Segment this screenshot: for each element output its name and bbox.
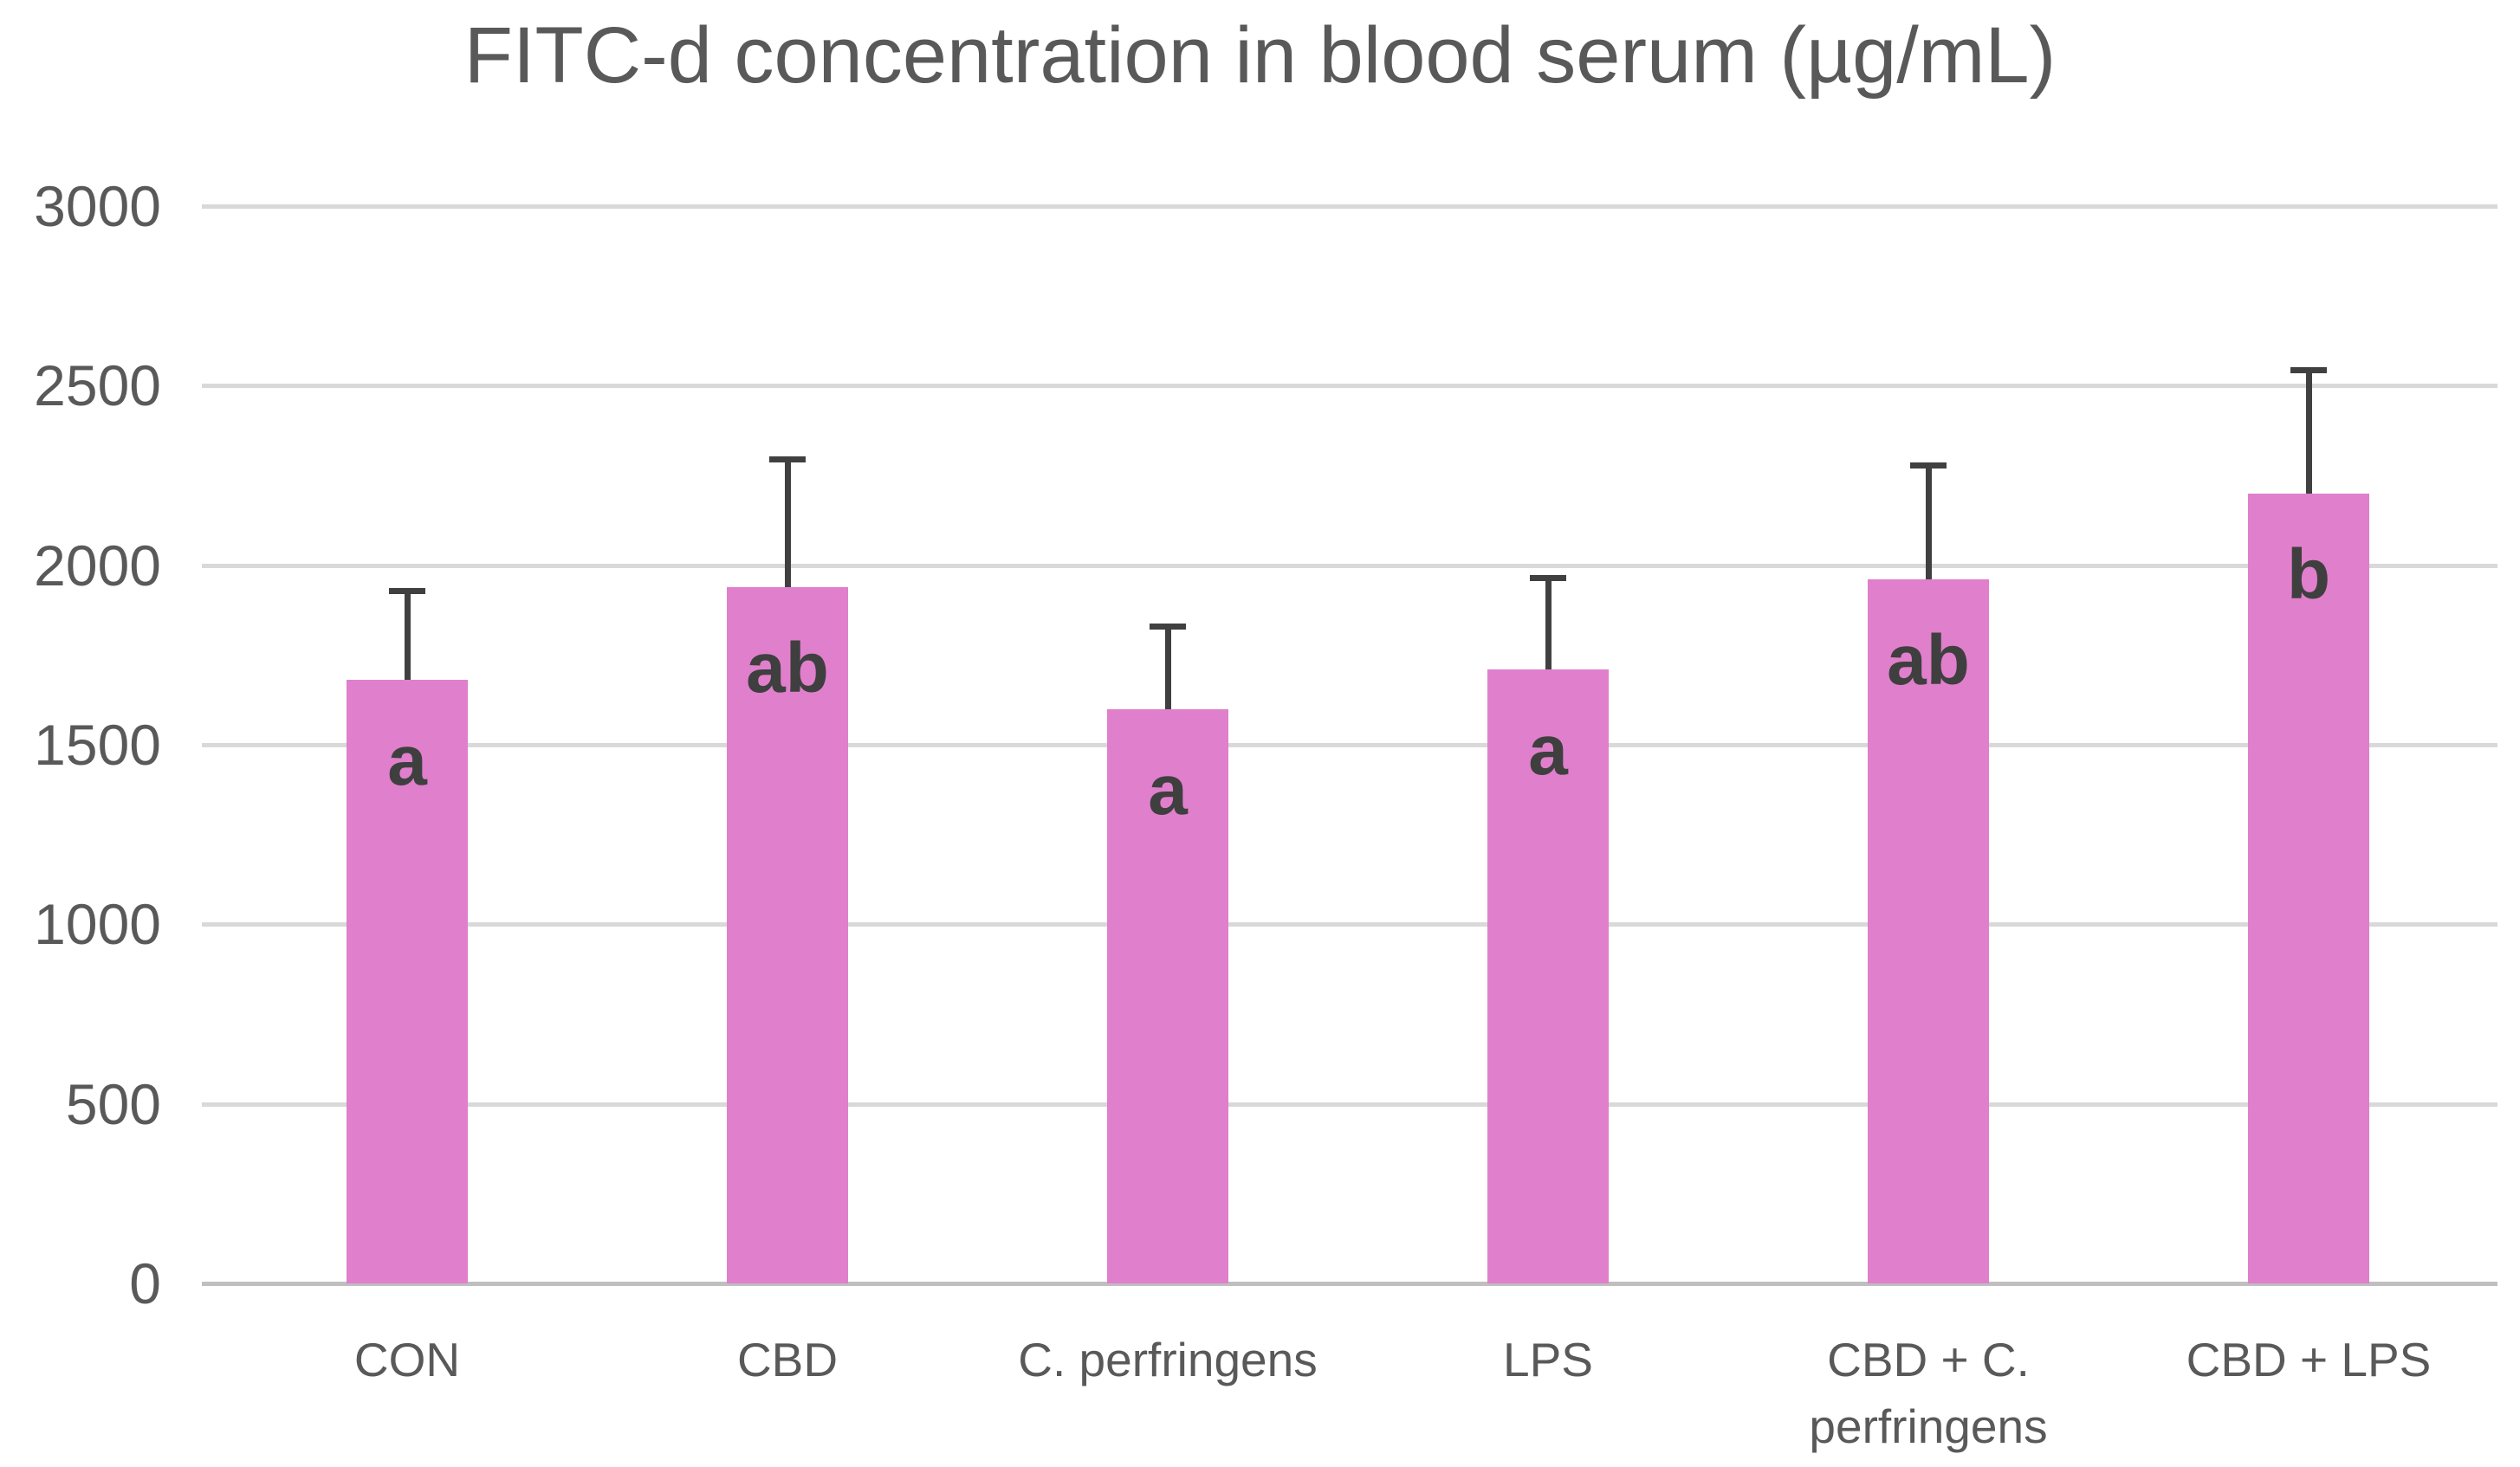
x-category-label: CON xyxy=(353,1333,461,1386)
x-category-label: CBD + C. perfringens xyxy=(1809,1333,2048,1453)
significance-letter-a: a xyxy=(1148,750,1188,830)
significance-letter-b: b xyxy=(2286,534,2331,614)
error-bar-line xyxy=(1925,464,1932,580)
error-bar-cap xyxy=(389,587,425,594)
bar-con xyxy=(347,680,468,1283)
error-bar-line xyxy=(1164,626,1171,709)
x-category-label: CBD + LPS xyxy=(2186,1333,2432,1386)
bar-cbd xyxy=(727,586,848,1283)
error-bar-cap xyxy=(1910,462,1947,469)
error-bar-line xyxy=(404,590,411,681)
chart-title: FITC-d concentration in blood serum (µg/… xyxy=(463,11,2057,100)
y-tick-label-500: 500 xyxy=(65,1071,161,1136)
error-bar-line xyxy=(784,459,791,587)
significance-letter-ab: ab xyxy=(1887,621,1970,701)
y-tick-label-3000: 3000 xyxy=(34,174,161,238)
error-bar-cap xyxy=(769,456,806,463)
bar-c-perfringens xyxy=(1107,708,1228,1283)
gridline-2500 xyxy=(202,384,2497,389)
y-tick-label-1500: 1500 xyxy=(34,713,161,777)
error-bar-line xyxy=(1545,578,1552,669)
significance-letter-a: a xyxy=(1528,710,1568,790)
y-tick-label-0: 0 xyxy=(129,1251,161,1315)
gridline-1000 xyxy=(202,922,2497,927)
bar-cbd-c-perfringens xyxy=(1868,579,1989,1283)
gridline-2000 xyxy=(202,563,2497,568)
error-bar-cap xyxy=(2290,366,2327,373)
x-category-label: CBD xyxy=(736,1333,839,1386)
x-category-label: C. perfringens xyxy=(1018,1333,1318,1386)
bar-cbd-lps xyxy=(2248,493,2369,1283)
y-tick-label-2000: 2000 xyxy=(34,533,161,598)
gridline-500 xyxy=(202,1102,2497,1107)
significance-letter-ab: ab xyxy=(746,628,829,708)
significance-letter-a: a xyxy=(387,721,427,801)
x-category-label: LPS xyxy=(1503,1333,1593,1386)
y-tick-label-1000: 1000 xyxy=(34,892,161,957)
error-bar-cap xyxy=(1530,575,1566,582)
error-bar-line xyxy=(2305,369,2312,494)
bar-lps xyxy=(1487,669,1609,1283)
error-bar-cap xyxy=(1150,624,1186,630)
gridline-1500 xyxy=(202,743,2497,747)
gridline-3000 xyxy=(202,204,2497,209)
x-axis-line xyxy=(202,1282,2497,1286)
y-tick-label-2500: 2500 xyxy=(34,353,161,418)
